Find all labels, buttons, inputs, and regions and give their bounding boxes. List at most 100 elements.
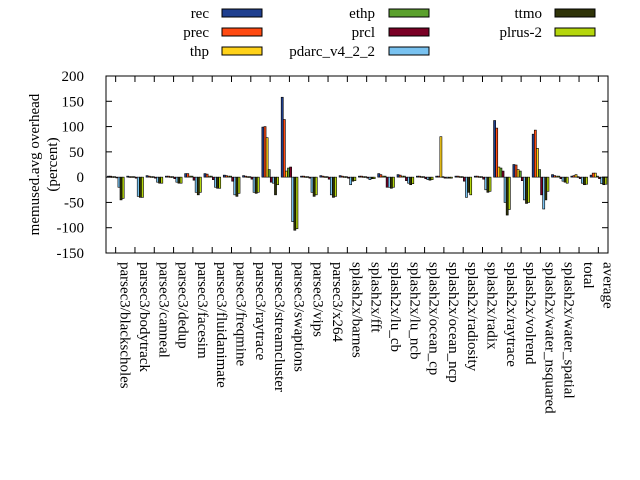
x-tick-label: total — [580, 262, 596, 289]
bar-ttmo — [486, 176, 490, 193]
bar-plrus-2 — [237, 176, 241, 194]
bar-plrus-2 — [141, 176, 144, 198]
x-tick-label: splash2x/fft — [368, 262, 384, 333]
legend-swatch-prec — [221, 27, 263, 37]
bar-prcl — [559, 176, 563, 179]
bar-prcl — [212, 176, 215, 180]
bar-pdarc_v4_2_2 — [349, 176, 352, 186]
bar-thp — [285, 170, 288, 178]
bar-thp — [362, 176, 366, 178]
bar-rec — [261, 126, 265, 178]
bar-prec — [591, 172, 595, 178]
bar-ethp — [229, 175, 232, 178]
bar-prec — [495, 127, 499, 178]
bar-prcl — [405, 176, 408, 181]
bar-prec — [553, 175, 556, 178]
bar-prcl — [308, 176, 312, 179]
x-tick-label: splash2x/volrend — [522, 262, 538, 365]
plot-area-frame — [105, 75, 609, 254]
legend-swatch-ttmo — [554, 8, 596, 18]
x-tick-label: splash2x/lu_cb — [387, 262, 403, 352]
bar-prcl — [115, 176, 119, 179]
x-tick-label: parsec3/bodytrack — [136, 262, 152, 372]
bar-rec — [473, 175, 477, 178]
bar-ethp — [518, 170, 522, 178]
bar-prcl — [231, 176, 235, 182]
bar-thp — [381, 175, 385, 178]
bar-thp — [516, 169, 520, 178]
bar-rec — [165, 175, 168, 178]
legend-label-ethp: ethp — [349, 6, 375, 22]
x-tick-label: parsec3/canneal — [155, 262, 171, 358]
bar-plrus-2 — [392, 176, 395, 188]
bar-prec — [225, 175, 228, 178]
bar-pdarc_v4_2_2 — [387, 176, 391, 188]
bar-ethp — [538, 169, 541, 178]
bar-pdarc_v4_2_2 — [600, 176, 603, 185]
bar-prcl — [173, 176, 177, 179]
bar-plrus-2 — [179, 176, 183, 184]
legend-swatch-pdarc_v4_2_2 — [388, 46, 430, 56]
x-tick-label: splash2x/water_nsquared — [541, 262, 557, 414]
bar-plrus-2 — [256, 176, 260, 193]
bar-thp — [304, 176, 308, 178]
bar-rec — [203, 173, 207, 178]
bar-ttmo — [602, 176, 606, 186]
bar-ethp — [345, 176, 348, 178]
legend-label-ttmo: ttmo — [514, 6, 542, 22]
legend-label-pdarc_v4_2_2: pdarc_v4_2_2 — [289, 44, 375, 60]
bar-ethp — [403, 175, 406, 178]
bar-ttmo — [583, 176, 586, 186]
y-axis: -150 -100 -50 0 50 100 150 200 — [57, 69, 608, 262]
bar-ethp — [267, 169, 271, 178]
bar-ttmo — [139, 176, 142, 198]
bar-rec — [300, 175, 303, 178]
bar-ttmo — [158, 176, 162, 184]
bar-rec — [242, 175, 245, 178]
bar-pdarc_v4_2_2 — [465, 176, 468, 198]
bar-pdarc_v4_2_2 — [503, 176, 507, 203]
bar-thp — [207, 175, 211, 178]
bar-thp — [439, 136, 443, 178]
bar-ethp — [364, 176, 368, 178]
bar-ethp — [113, 176, 117, 178]
bar-prcl — [540, 176, 543, 196]
bar-plrus-2 — [314, 176, 318, 196]
bar-ttmo — [428, 176, 432, 181]
bar-plrus-2 — [353, 176, 357, 181]
bar-ethp — [383, 175, 387, 178]
bar-thp — [149, 176, 153, 178]
y-tick-label: 200 — [62, 69, 85, 85]
bar-rec — [551, 174, 554, 178]
x-tick-label: average — [599, 262, 615, 309]
legend-label-prec: prec — [183, 25, 209, 41]
bar-thp — [188, 175, 192, 178]
bar-plrus-2 — [160, 176, 164, 184]
legend-label-plrus-2: plrus-2 — [500, 25, 543, 41]
bar-pdarc_v4_2_2 — [175, 176, 179, 183]
x-tick-label: parsec3/streamcluster — [271, 262, 287, 392]
bar-pdarc_v4_2_2 — [194, 176, 198, 193]
bar-pdarc_v4_2_2 — [484, 176, 488, 191]
bar-prcl — [578, 176, 582, 179]
bar-prec — [437, 175, 441, 178]
bar-ethp — [460, 176, 464, 178]
bar-ethp — [480, 176, 483, 178]
legend-swatch-ethp — [388, 8, 430, 18]
y-tick-label: 100 — [62, 120, 85, 136]
bar-prec — [205, 173, 209, 178]
bar-plrus-2 — [585, 176, 588, 185]
x-tick-label: parsec3/raytrace — [252, 262, 268, 361]
bar-pdarc_v4_2_2 — [580, 176, 584, 184]
bar-ethp — [132, 176, 136, 178]
bar-prcl — [347, 176, 350, 179]
bar-prec — [186, 173, 190, 178]
bar-ttmo — [312, 176, 316, 197]
bar-prec — [418, 175, 421, 178]
bar-thp — [555, 175, 559, 178]
legend-label-prcl: prcl — [352, 25, 375, 41]
bar-rec — [396, 174, 400, 178]
y-tick-label: 0 — [77, 170, 85, 186]
bar-pdarc_v4_2_2 — [291, 176, 295, 222]
bar-ttmo — [544, 176, 548, 201]
